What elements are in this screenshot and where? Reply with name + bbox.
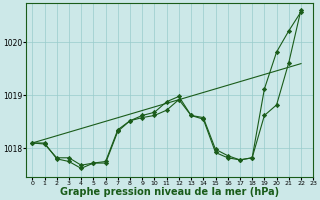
X-axis label: Graphe pression niveau de la mer (hPa): Graphe pression niveau de la mer (hPa)	[60, 187, 279, 197]
